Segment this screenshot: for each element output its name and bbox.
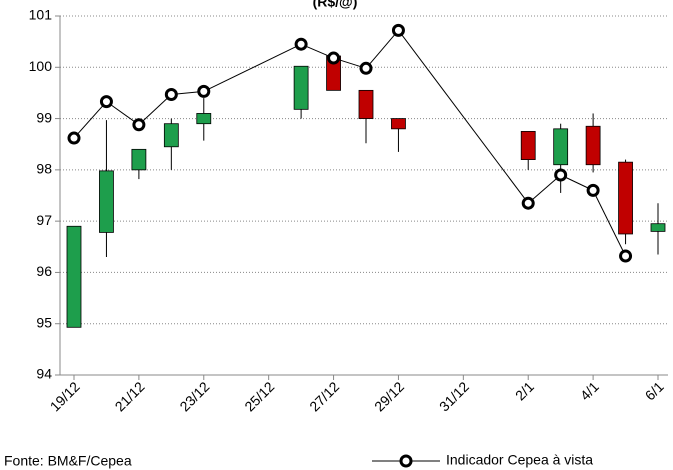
indicator-point [391, 23, 405, 37]
candle-body [358, 89, 374, 119]
candle-body [650, 223, 666, 232]
x-tick-label: 23/12 [176, 378, 212, 414]
candle-body [618, 161, 633, 235]
candle-body [66, 225, 82, 328]
y-tick-label: 99 [36, 109, 52, 125]
candle-body [293, 65, 309, 110]
indicator-line [592, 190, 627, 257]
candle-body [585, 125, 601, 166]
candle-body [99, 170, 114, 233]
indicator-line [106, 101, 140, 126]
indicator-point [132, 118, 146, 132]
candle-body [520, 130, 536, 160]
legend-marker [399, 454, 413, 468]
y-tick-label: 98 [36, 161, 52, 177]
indicator-point [67, 131, 81, 145]
indicator-point [99, 95, 113, 109]
y-tick-label: 94 [36, 366, 52, 382]
candle-body [131, 148, 147, 171]
y-tick-label: 95 [36, 314, 52, 330]
indicator-line [138, 94, 172, 126]
indicator-point [521, 196, 535, 210]
x-tick-label: 19/12 [47, 378, 83, 414]
x-tick-label: 29/12 [371, 378, 407, 414]
indicator-point [197, 84, 211, 98]
y-tick-label: 100 [29, 58, 53, 74]
candle-body [196, 113, 212, 125]
indicator-point [619, 249, 633, 263]
x-tick-label: 4/1 [577, 378, 602, 403]
y-tick-label: 97 [36, 212, 52, 228]
indicator-point [164, 87, 178, 101]
candle-body [163, 123, 179, 148]
x-tick-label: 6/1 [642, 378, 667, 403]
x-tick-label: 25/12 [241, 378, 277, 414]
y-tick-label: 101 [29, 7, 53, 23]
indicator-line [527, 174, 561, 204]
indicator-line [73, 101, 107, 139]
x-tick-label: 21/12 [112, 378, 148, 414]
indicator-point [294, 37, 308, 51]
indicator-line [365, 30, 399, 69]
x-tick-label: 31/12 [436, 378, 472, 414]
indicator-point [327, 51, 341, 65]
indicator-point [359, 61, 373, 75]
indicator-line [398, 30, 529, 204]
x-tick-label: 2/1 [512, 378, 537, 403]
x-tick-label: 27/12 [306, 378, 342, 414]
legend-label: Indicador Cepea à vista [446, 452, 593, 468]
indicator-point [586, 183, 600, 197]
candle-body [391, 118, 406, 130]
candle-body [553, 128, 569, 166]
indicator-line [203, 43, 302, 92]
indicator-point [554, 168, 568, 182]
source-note: Fonte: BM&F/Cepea [4, 453, 132, 469]
chart-title: (R$/@) [313, 0, 358, 10]
y-tick-label: 96 [36, 263, 52, 279]
